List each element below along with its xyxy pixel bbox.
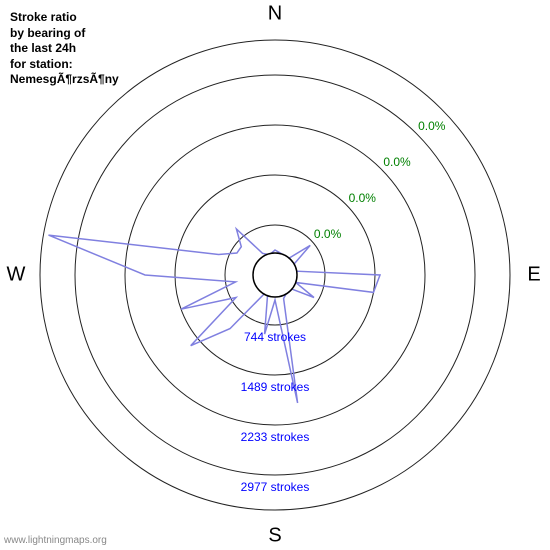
center-hub xyxy=(253,253,297,297)
stroke-count-label: 1489 strokes xyxy=(241,380,310,394)
stroke-rose-polygon xyxy=(49,229,381,403)
ratio-label: 0.0% xyxy=(383,155,411,169)
compass-w: W xyxy=(7,263,26,285)
compass-s: S xyxy=(268,524,281,546)
ratio-label: 0.0% xyxy=(314,227,342,241)
polar-chart: 0.0% 744 strokes 0.0% 1489 strokes 0.0% 2233 … xyxy=(0,0,550,550)
compass-n: N xyxy=(268,2,282,24)
ratio-label: 0.0% xyxy=(418,119,446,133)
ratio-label: 0.0% xyxy=(349,191,377,205)
compass-e: E xyxy=(527,263,540,285)
stroke-count-label: 2977 strokes xyxy=(241,480,310,494)
stroke-count-label: 2233 strokes xyxy=(241,430,310,444)
stroke-count-label: 744 strokes xyxy=(244,330,306,344)
